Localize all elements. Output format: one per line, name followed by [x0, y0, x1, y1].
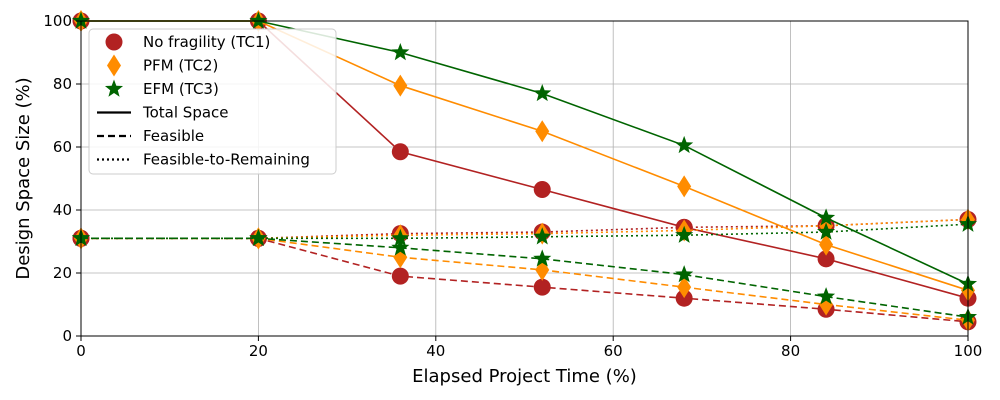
- data-point: [535, 120, 550, 143]
- series-line: [81, 237, 969, 322]
- x-tick-label: 20: [249, 342, 268, 360]
- legend: No fragility (TC1) PFM (TC2) EFM (TC3) Tota…: [88, 28, 337, 175]
- data-point: [249, 11, 268, 29]
- y-tick-label: 0: [62, 327, 72, 345]
- data-point: [533, 181, 551, 199]
- data-point: [391, 143, 409, 161]
- plot-frame: [80, 20, 969, 337]
- data-point: [533, 83, 552, 102]
- data-point: [817, 222, 836, 240]
- series: [74, 208, 975, 250]
- data-point: [533, 227, 552, 245]
- data-point: [533, 249, 552, 267]
- data-point: [817, 208, 836, 226]
- data-point: [391, 43, 410, 61]
- data-point: [393, 74, 408, 97]
- y-tick-label: 60: [53, 138, 72, 156]
- x-tick-label: 0: [76, 342, 86, 360]
- y-tick-label: 100: [43, 12, 72, 30]
- data-point: [677, 276, 692, 299]
- legend-label: EFM (TC3): [143, 80, 219, 98]
- series-line: [81, 223, 969, 240]
- legend-label: Feasible-to-Remaining: [143, 151, 310, 169]
- y-tick-label: 20: [53, 264, 72, 282]
- series: [74, 227, 975, 332]
- axis-ticks: 0 20 40 60 80 100 0 20 40 60 80 100: [43, 12, 982, 360]
- x-tick-label: 80: [781, 342, 800, 360]
- data-point: [677, 175, 692, 198]
- legend-marker: [107, 54, 121, 77]
- data-point: [391, 238, 410, 256]
- legend-label: PFM (TC2): [143, 57, 218, 75]
- legend-box: [88, 28, 337, 175]
- x-tick-label: 100: [954, 342, 983, 360]
- data-point: [71, 11, 91, 29]
- legend-marker: [105, 33, 123, 51]
- data-point: [817, 250, 835, 268]
- series: [71, 214, 978, 247]
- data-point: [675, 135, 694, 154]
- series-line: [81, 237, 969, 323]
- x-axis-title: Elapsed Project Time (%): [412, 366, 637, 387]
- data-point: [249, 228, 268, 247]
- legend-marker: [104, 79, 124, 97]
- legend-label: No fragility (TC1): [143, 33, 270, 51]
- data-point: [819, 233, 834, 256]
- series: [72, 229, 977, 331]
- series-line: [81, 237, 969, 318]
- x-tick-label: 40: [426, 342, 445, 360]
- y-tick-label: 40: [53, 201, 72, 219]
- data-point: [533, 278, 551, 296]
- data-point: [391, 267, 409, 285]
- series: [71, 228, 978, 325]
- legend-label: Feasible: [143, 127, 204, 145]
- series: [72, 210, 977, 247]
- data-point: [675, 225, 694, 243]
- data-point: [817, 287, 836, 305]
- y-tick-label: 80: [53, 75, 72, 93]
- data-point: [391, 228, 410, 247]
- y-axis-title: Design Space Size (%): [13, 77, 34, 279]
- data-point: [675, 265, 694, 283]
- legend-label: Total Space: [142, 104, 229, 122]
- x-tick-label: 60: [604, 342, 623, 360]
- data-point: [675, 289, 693, 307]
